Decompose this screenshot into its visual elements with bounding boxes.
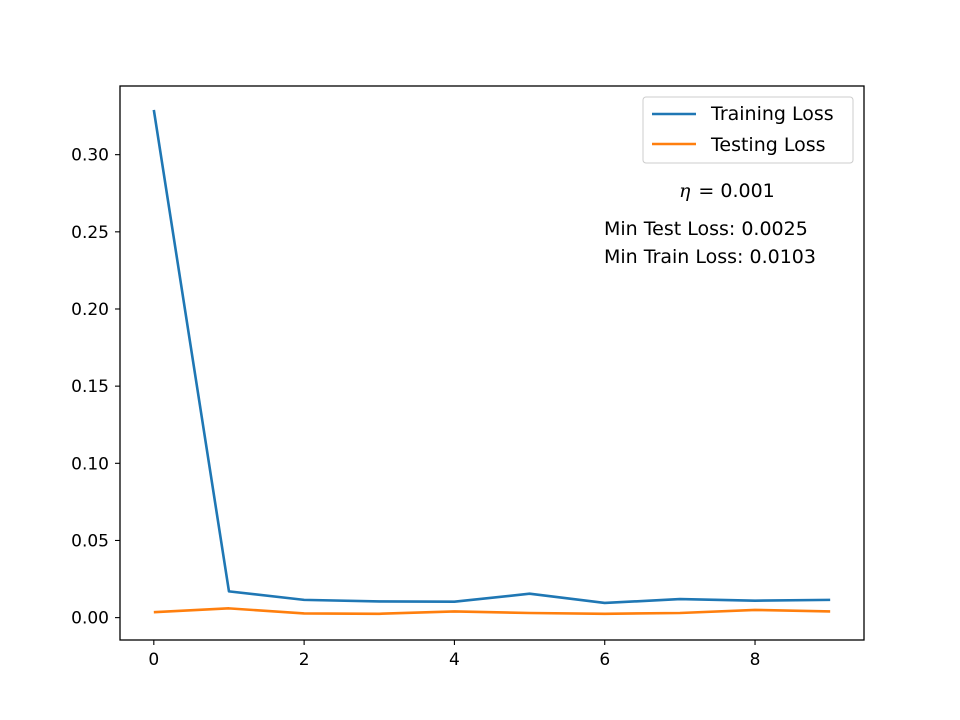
x-axis-ticks: 0 2 4 6 8 <box>148 640 760 670</box>
y-tick-label: 0.30 <box>71 146 109 166</box>
series-line-testing-loss <box>153 607 831 616</box>
legend-label-testing: Testing Loss <box>710 134 826 156</box>
plot-lines <box>152 109 831 616</box>
x-tick-label: 2 <box>299 650 310 670</box>
y-tick-label: 0.20 <box>71 300 109 320</box>
y-tick-label: 0.25 <box>71 223 109 243</box>
min-test-loss-annotation: Min Test Loss: 0.0025 <box>604 218 808 240</box>
series-line-training-loss <box>152 109 831 605</box>
y-tick-label: 0.05 <box>71 531 109 551</box>
x-tick-label: 8 <box>750 650 761 670</box>
eta-value: = 0.001 <box>698 180 774 202</box>
x-tick-label: 6 <box>599 650 610 670</box>
x-tick-label: 4 <box>449 650 460 670</box>
y-tick-label: 0.00 <box>71 609 109 629</box>
legend-label-training: Training Loss <box>710 103 834 125</box>
y-axis-ticks: 0.00 0.05 0.10 0.15 0.20 0.25 0.30 <box>71 146 120 629</box>
legend: Training Loss Testing Loss <box>642 96 854 164</box>
eta-annotation: η = 0.001 <box>679 180 775 202</box>
y-tick-label: 0.10 <box>71 454 109 474</box>
x-tick-label: 0 <box>148 650 159 670</box>
axes-frame <box>119 85 865 641</box>
y-tick-label: 0.15 <box>71 377 109 397</box>
eta-symbol: η <box>679 180 691 202</box>
min-train-loss-annotation: Min Train Loss: 0.0103 <box>604 246 816 268</box>
